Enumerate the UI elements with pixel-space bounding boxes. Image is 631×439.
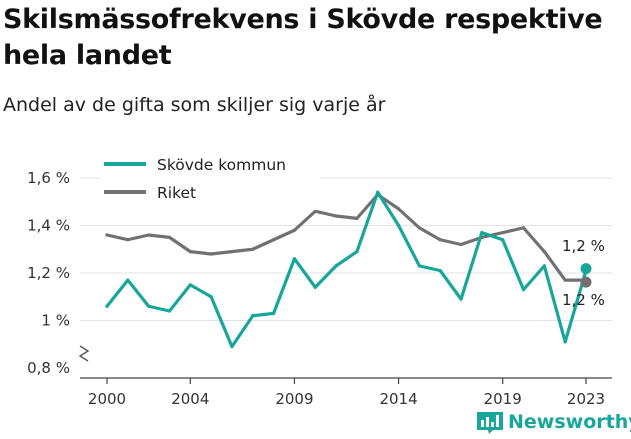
y-tick-label: 1 % [41,312,70,330]
data-point-riket [188,250,192,254]
chart-title: Skilsmässofrekvens i Skövde respektive h… [3,4,603,71]
data-point-riket [167,235,172,239]
data-point-skovde [480,231,484,235]
data-point-riket [355,216,359,220]
data-point-skovde [167,309,172,313]
data-point-riket [334,214,338,218]
legend-label-skovde: Skövde kommun [157,156,286,174]
data-point-skovde [521,288,526,292]
data-point-riket [438,238,442,242]
data-point-skovde [105,304,109,308]
data-point-skovde [126,278,130,282]
data-point-riket [147,233,151,237]
data-point-riket [292,228,297,232]
data-point-skovde [230,345,234,349]
x-tick-label: 2023 [567,390,605,408]
data-point-skovde [188,283,192,287]
x-tick-label: 2000 [88,390,126,408]
data-point-riket [272,238,276,242]
data-point-skovde [417,264,421,268]
data-point-skovde [376,190,380,194]
data-point-skovde [542,264,546,268]
x-tick-label: 2014 [379,390,417,408]
data-point-skovde [147,304,151,308]
data-point-skovde [209,295,213,299]
x-axis: 2000 2004 2009 2014 2019 2023 [80,377,612,408]
end-marker-riket [580,276,592,288]
series-line-riket [105,193,588,282]
y-axis: 0,8 % 1 % 1,2 % 1,4 % 1,6 % [27,169,90,377]
data-point-riket [542,250,546,254]
end-marker-skovde [580,263,592,275]
data-point-skovde [396,223,401,228]
series-lines [105,190,588,349]
data-point-riket [563,278,567,282]
brand-logo: Newsworthy [477,411,631,434]
data-point-skovde [563,340,567,344]
data-point-skovde [459,297,463,301]
data-point-riket [521,226,526,230]
data-point-skovde [501,238,505,242]
data-point-riket [501,231,505,235]
y-tick-label: 1,2 % [27,264,70,282]
x-tick-label: 2019 [484,390,522,408]
data-point-riket [230,250,234,254]
brand-name: Newsworthy [508,411,631,433]
data-point-skovde [355,250,359,254]
data-point-riket [417,226,421,230]
data-point-skovde [292,257,297,261]
y-tick-label: 0,8 % [27,359,70,377]
data-point-riket [105,233,109,237]
data-point-riket [396,207,401,211]
data-point-riket [251,247,255,251]
bar-chart-logo-icon [477,412,503,434]
y-tick-label: 1,4 % [27,217,70,235]
data-point-skovde [272,311,276,315]
data-point-skovde [313,285,317,289]
data-point-skovde [251,314,255,318]
end-label-riket: 1,2 % [562,291,605,309]
legend-label-riket: Riket [157,184,196,202]
data-point-skovde [334,264,338,268]
x-tick-label: 2004 [171,390,209,408]
x-tick-label: 2009 [275,390,313,408]
end-markers [580,263,592,288]
chart-subtitle: Andel av de gifta som skiljer sig varje … [3,94,386,116]
data-point-riket [313,209,317,213]
axis-break-icon [78,345,90,362]
data-point-riket [209,252,213,256]
data-point-riket [126,238,130,242]
legend: Skövde kommun Riket [100,152,320,210]
data-point-skovde [438,269,442,273]
end-label-skovde: 1,2 % [562,237,605,255]
series-line-skovde [105,190,588,349]
y-tick-label: 1,6 % [27,169,70,187]
data-point-riket [459,242,463,247]
